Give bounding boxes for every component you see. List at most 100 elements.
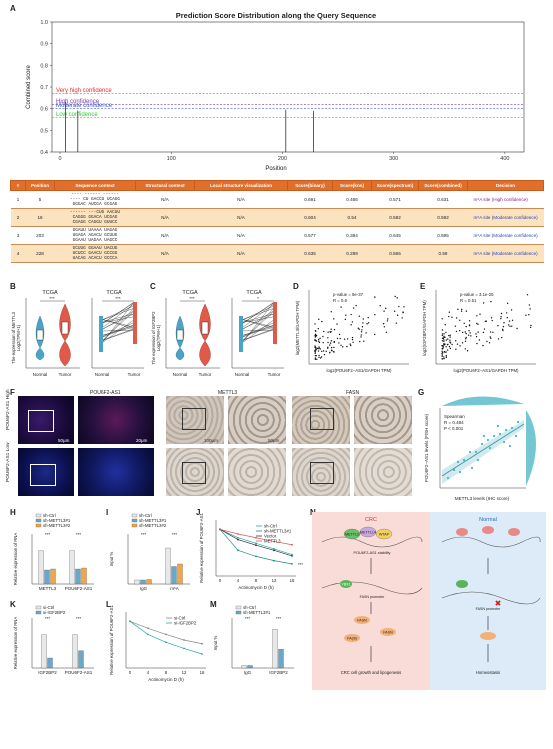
sig-label: *** (115, 296, 121, 301)
scatter-point (362, 318, 365, 320)
scatter-point (441, 340, 444, 342)
scatter-point (357, 327, 359, 329)
sig-label: *** (45, 532, 51, 537)
legend-swatch (131, 518, 138, 523)
scatter-point (445, 356, 447, 359)
scatter-point (529, 308, 531, 310)
paired-line (241, 307, 275, 321)
fish-image-high-hi-mag (78, 396, 154, 444)
series-point (273, 549, 275, 552)
scatter-point (343, 338, 346, 340)
scatter-point (358, 315, 361, 317)
x-tick-label: 300 (389, 156, 398, 162)
sequence-line: GGAAU UAGAA UAGCC (72, 238, 118, 243)
scatter-point (475, 333, 477, 335)
scatter-point (323, 353, 326, 356)
scatter-point (502, 325, 505, 328)
panel-letter-l: L (106, 600, 111, 609)
series-point (237, 538, 239, 541)
enzyme-blob (456, 528, 468, 536)
scatter-point (314, 358, 317, 361)
sequence-line: GGGAC AUCGA GCGAG (72, 202, 118, 207)
paired-line (241, 308, 275, 342)
scatter-point (461, 342, 464, 344)
series-point (255, 542, 257, 545)
scatter-point (441, 329, 444, 331)
scatter-point (474, 450, 478, 454)
table-cell: 0.54 (332, 208, 372, 227)
paired-line (101, 316, 135, 323)
scatter-point (315, 334, 318, 337)
scatter-point (338, 342, 340, 344)
scatter-point (396, 297, 398, 299)
scatter-point (446, 349, 449, 351)
paired-line (101, 319, 135, 328)
scatter-point (443, 357, 445, 360)
table-cell: 0.645 (371, 226, 419, 245)
series-point (255, 555, 257, 558)
paired-line (241, 301, 275, 325)
bar (38, 550, 44, 585)
scatter-point (464, 348, 466, 350)
table-cell: GGAUU UAAAA UAGAG UGAGA AGACU GCUUG GGAAU … (54, 226, 136, 245)
col-header: # (10, 180, 26, 191)
threshold-label: Moderate confidence (56, 103, 113, 109)
scatter-point (449, 334, 451, 336)
chart-title: Prediction Score Distribution along the … (176, 11, 376, 20)
scatter-point (442, 337, 445, 340)
scatter-point (455, 317, 458, 319)
panel-letter-k: K (10, 600, 16, 609)
scatter-point (482, 302, 485, 304)
table-cell: 16 (25, 208, 55, 227)
scatter-point (395, 322, 398, 324)
y-axis-label: Relative expression of RNA (13, 533, 18, 586)
box-normal (36, 329, 44, 341)
enzyme-label: METTL3 (345, 533, 359, 537)
scatter-point (463, 322, 465, 325)
col-header: Score(binary) (287, 180, 333, 191)
x-density (442, 396, 524, 406)
sig-label: *** (45, 616, 51, 621)
zoom-box (310, 462, 334, 484)
x-tick-label: 8 (165, 670, 168, 675)
scatter-point (488, 342, 491, 344)
group-label: Tumor (199, 372, 212, 377)
series-point (183, 647, 185, 650)
scatter-point (321, 320, 323, 323)
sig-label: *** (276, 616, 282, 621)
y-axis-label: The expression of IGF2BP2 (151, 311, 156, 365)
x-axis-label: Position (265, 166, 286, 172)
y-tick-label: 0.9 (40, 42, 48, 48)
scatter-point (491, 319, 493, 322)
legend-label: sh-METTL3#1 (243, 610, 271, 615)
table-row: 1 5 ---- ------ ------ ---- CU GACCU UCAGG G… (10, 190, 544, 209)
scatter-point (374, 333, 376, 336)
panel-f-label-mettl3: METTL3 (218, 390, 238, 396)
scatter-point (465, 338, 467, 340)
scatter-point (484, 320, 487, 323)
scatter-point (351, 321, 354, 323)
scatter-point (361, 326, 364, 328)
x-tick-label: 16 (290, 578, 295, 583)
legend-swatch (235, 605, 242, 610)
scatter-point (316, 358, 318, 361)
scatter-point (467, 334, 470, 336)
scatter-point (451, 316, 453, 319)
scatter-point (447, 338, 449, 340)
paired-line (241, 301, 275, 344)
scatter-point (327, 346, 329, 349)
enzyme-blob (343, 528, 361, 540)
panel-e-chart: p-value = 3.1e-25R = 0.51 log2(POU6F2−AS1… (422, 290, 536, 373)
scatter-point (340, 306, 342, 308)
paired-line (101, 301, 135, 325)
scatter-point (497, 338, 500, 340)
zoom-box (182, 462, 206, 484)
scatter-point (476, 342, 478, 345)
fasn-blob (480, 632, 496, 640)
scatter-point (490, 337, 492, 340)
scatter-point (333, 318, 335, 320)
col-header: Local structure visualization (194, 180, 288, 191)
sequence-line: GCUUG GGAAU UACUG (72, 246, 118, 251)
scatter-point (336, 323, 338, 325)
table-cell: 5 (25, 190, 55, 209)
